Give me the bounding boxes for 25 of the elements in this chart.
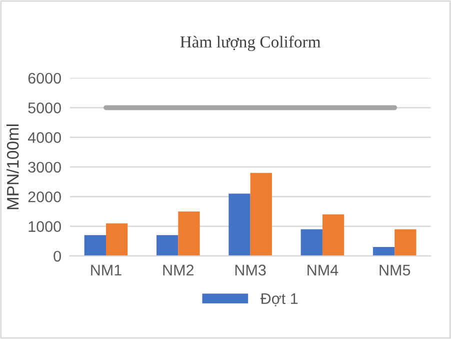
bar: [322, 214, 344, 256]
bar: [300, 229, 322, 256]
x-tick-label: NM5: [380, 264, 410, 276]
x-tick-label: NM2: [163, 264, 194, 276]
bar: [84, 235, 106, 256]
x-tick-label: NM1: [91, 264, 122, 276]
y-tick-label: 4000: [28, 132, 61, 143]
bar: [394, 229, 416, 256]
y-tick-label: 2000: [28, 191, 61, 202]
bar: [250, 172, 272, 256]
y-tick-label: 5000: [28, 102, 61, 114]
y-tick-label: 1000: [28, 221, 61, 232]
x-tick-label: NM3: [235, 264, 266, 276]
y-axis-title: MPN/100ml: [6, 124, 19, 210]
x-tick-label: NM4: [308, 264, 338, 276]
bar: [178, 211, 200, 256]
y-tick-label: 6000: [28, 72, 61, 84]
bar: [228, 194, 250, 256]
legend-label: Đợt 1: [260, 293, 298, 306]
y-tick-label: 0: [54, 250, 61, 262]
y-tick-label: 3000: [28, 162, 61, 173]
bar: [372, 247, 395, 256]
bar: [156, 235, 178, 256]
bar: [106, 223, 128, 256]
chart-title: Hàm lượng Coliform: [180, 36, 321, 52]
